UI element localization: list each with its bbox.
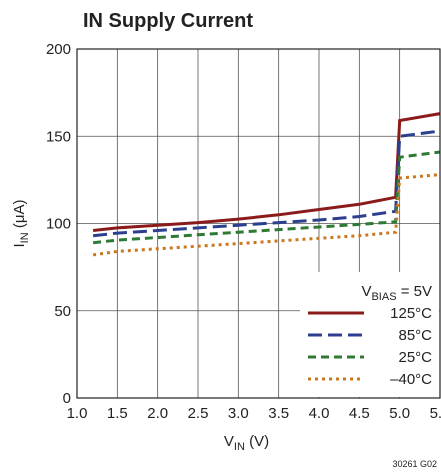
x-axis-title: VIN (V) [224,433,269,453]
y-tick-label: 200 [46,41,71,58]
figure-footnote: 30261 G02 [392,459,437,469]
x-tick-label: 2.0 [147,405,168,422]
x-tick-label: 5.5 [430,405,441,422]
legend-background [300,272,439,397]
x-tick-label: 2.5 [188,405,209,422]
series-line-2 [92,150,441,245]
legend-label-1: 85°C [398,327,432,344]
x-tick-label: 1.5 [107,405,128,422]
y-axis-title: IIN (μA) [11,200,31,248]
legend-label-0: 125°C [390,305,432,322]
legend-label-3: –40°C [390,371,432,388]
axis-titles: VIN (V) IIN (μA) [11,200,269,453]
y-tick-label: 150 [46,128,71,145]
x-tick-label: 5.0 [389,405,410,422]
x-tick-label: 3.5 [268,405,289,422]
x-tick-label: 4.5 [349,405,370,422]
legend-label-2: 25°C [398,349,432,366]
legend: VBIAS = 5V 125°C 85°C 25°C –40°C [308,283,432,388]
x-tick-label: 4.0 [309,405,330,422]
series-line-3 [92,173,441,257]
x-tick-label: 1.0 [67,405,88,422]
legend-header: VBIAS = 5V [361,283,432,303]
y-tick-label: 50 [54,303,71,320]
x-tick-label: 3.0 [228,405,249,422]
y-tick-label: 0 [63,390,71,407]
series-line-0 [92,112,441,232]
tick-labels: 1.0 1.5 2.0 2.5 3.0 3.5 4.0 4.5 5.0 5.5 0 50 100 150 2… [46,41,441,422]
plot-frame [76,48,441,399]
series-lines [92,112,441,257]
series-line-1 [92,129,441,238]
chart-title: IN Supply Current [83,10,253,32]
y-tick-label: 100 [46,216,71,233]
